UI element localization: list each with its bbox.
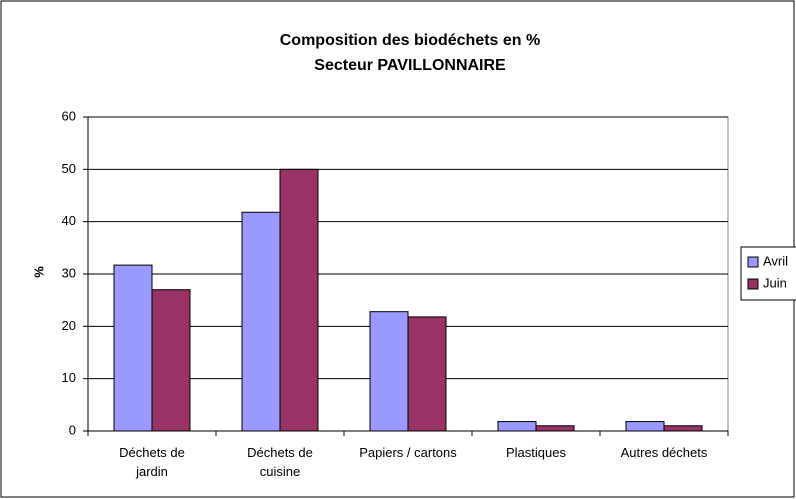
legend-box <box>740 246 796 301</box>
bar <box>497 421 537 432</box>
bar <box>625 421 665 432</box>
y-tick-label: 30 <box>62 265 76 280</box>
x-tick-label: Déchets de jardin <box>119 445 185 479</box>
x-tick-label: Plastiques <box>506 445 566 460</box>
bar <box>535 425 575 432</box>
x-tick-label: Papiers / cartons <box>359 445 457 460</box>
x-tick-label: Déchets de cuisine <box>247 445 313 479</box>
bar <box>369 311 409 432</box>
legend-swatch <box>747 278 759 290</box>
y-tick-label: 20 <box>62 318 76 333</box>
y-axis-label: % <box>31 266 46 278</box>
legend-label: Juin <box>763 275 787 290</box>
bar <box>151 289 191 432</box>
y-tick-label: 0 <box>69 422 76 437</box>
bar <box>241 211 281 432</box>
y-tick-label: 60 <box>62 108 76 123</box>
bar <box>407 316 447 432</box>
legend-label: Avril <box>763 253 788 268</box>
legend-swatch <box>747 256 759 268</box>
y-tick-label: 40 <box>62 213 76 228</box>
chart-subtitle: Secteur PAVILLONNAIRE <box>314 57 506 74</box>
bar <box>663 425 703 432</box>
y-tick-label: 50 <box>62 161 76 176</box>
chart-title: Composition des biodéchets en % <box>280 32 540 49</box>
x-tick-label: Autres déchets <box>620 445 708 460</box>
bar <box>113 264 153 432</box>
bar <box>279 168 319 432</box>
y-tick-label: 10 <box>62 370 76 385</box>
